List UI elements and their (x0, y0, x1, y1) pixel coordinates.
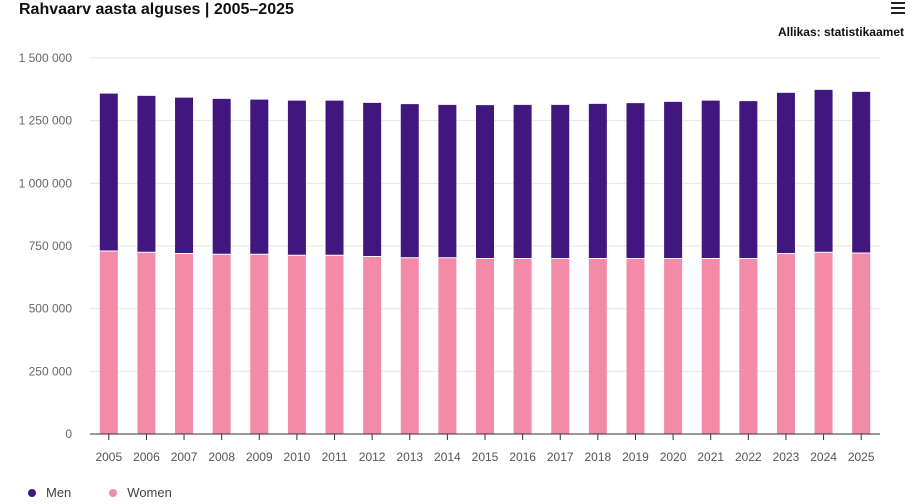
bar-men (137, 95, 156, 253)
stacked-bar-chart: 0 250 000 500 000 750 000 1 000 000 1 250 000… (19, 51, 880, 464)
bar-men (852, 91, 871, 254)
x-tick-label: 2015 (472, 450, 499, 464)
bar-men (776, 92, 795, 254)
bar-men (551, 104, 570, 259)
bar-women (476, 258, 494, 434)
bar-women (513, 258, 532, 434)
bar-men (588, 103, 607, 259)
x-tick-label: 2013 (396, 450, 423, 464)
bar-men (814, 89, 833, 253)
bar-women (175, 253, 194, 434)
x-tick-label: 2025 (848, 450, 875, 464)
bar-women (776, 253, 795, 434)
x-tick-label: 2005 (95, 450, 122, 464)
x-tick-label: 2021 (697, 450, 724, 464)
legend-swatch-men (28, 488, 36, 497)
legend-label-men: Men (46, 485, 72, 500)
bar-women (588, 258, 607, 434)
bar-women (438, 257, 457, 434)
x-tick-label: 2018 (585, 450, 612, 464)
bar-women (664, 258, 683, 434)
x-tick-label: 2014 (434, 450, 461, 464)
bar-men (250, 99, 269, 255)
y-tick-label: 1 500 000 (19, 51, 73, 65)
bar-women (99, 251, 118, 434)
x-tick-label: 2010 (284, 450, 311, 464)
x-tick-label: 2024 (810, 450, 837, 464)
bar-men (212, 98, 231, 255)
legend-label-women: Women (127, 485, 172, 500)
x-tick-label: 2023 (773, 450, 800, 464)
bar-men (363, 102, 382, 257)
x-tick-label: 2011 (322, 450, 348, 464)
bar-women (250, 254, 269, 434)
bar-men (476, 105, 494, 259)
bar-women (551, 258, 570, 434)
y-tick-label: 0 (65, 427, 72, 441)
y-tick-label: 250 000 (29, 364, 73, 378)
bar-women (701, 258, 720, 434)
source-label: Allikas: statistikaamet (777, 25, 904, 39)
bar-women (400, 257, 419, 434)
bar-men (438, 104, 457, 258)
x-tick-label: 2022 (735, 450, 762, 464)
legend-swatch-women (109, 488, 118, 497)
x-tick-label: 2019 (622, 450, 649, 464)
bar-men (626, 103, 645, 259)
bar-men (664, 101, 683, 259)
bar-women (852, 253, 871, 434)
bar-women (325, 255, 344, 434)
x-tick-label: 2007 (171, 450, 198, 464)
bar-men (739, 101, 758, 259)
y-tick-label: 750 000 (29, 239, 73, 253)
bar-women (739, 258, 758, 434)
bar-men (99, 93, 118, 252)
x-tick-label: 2006 (133, 450, 160, 464)
bar-men (513, 104, 532, 259)
hamburger-menu-icon[interactable] (891, 2, 905, 14)
bar-women (626, 258, 645, 434)
bar-women (814, 252, 833, 434)
chart-title: Rahvaarv aasta alguses | 2005–2025 (19, 1, 294, 18)
x-tick-label: 2009 (246, 450, 273, 464)
y-tick-label: 1 000 000 (19, 176, 73, 190)
x-tick-label: 2017 (547, 450, 574, 464)
bar-men (701, 100, 720, 259)
legend-item-women[interactable]: Women (109, 485, 172, 500)
bar-men (325, 100, 344, 256)
bar-men (175, 97, 194, 254)
legend-item-men[interactable]: Men (28, 485, 71, 500)
x-tick-label: 2020 (660, 450, 687, 464)
x-tick-label: 2016 (509, 450, 536, 464)
y-tick-label: 500 000 (29, 302, 73, 316)
bar-women (287, 255, 306, 434)
x-tick-label: 2012 (359, 450, 386, 464)
bar-women (363, 256, 382, 434)
bar-women (212, 254, 231, 434)
bar-women (137, 252, 156, 434)
bar-men (400, 104, 419, 258)
legend: Men Women (28, 485, 172, 500)
bar-men (287, 100, 306, 256)
x-tick-label: 2008 (208, 450, 235, 464)
y-tick-label: 1 250 000 (19, 114, 73, 128)
